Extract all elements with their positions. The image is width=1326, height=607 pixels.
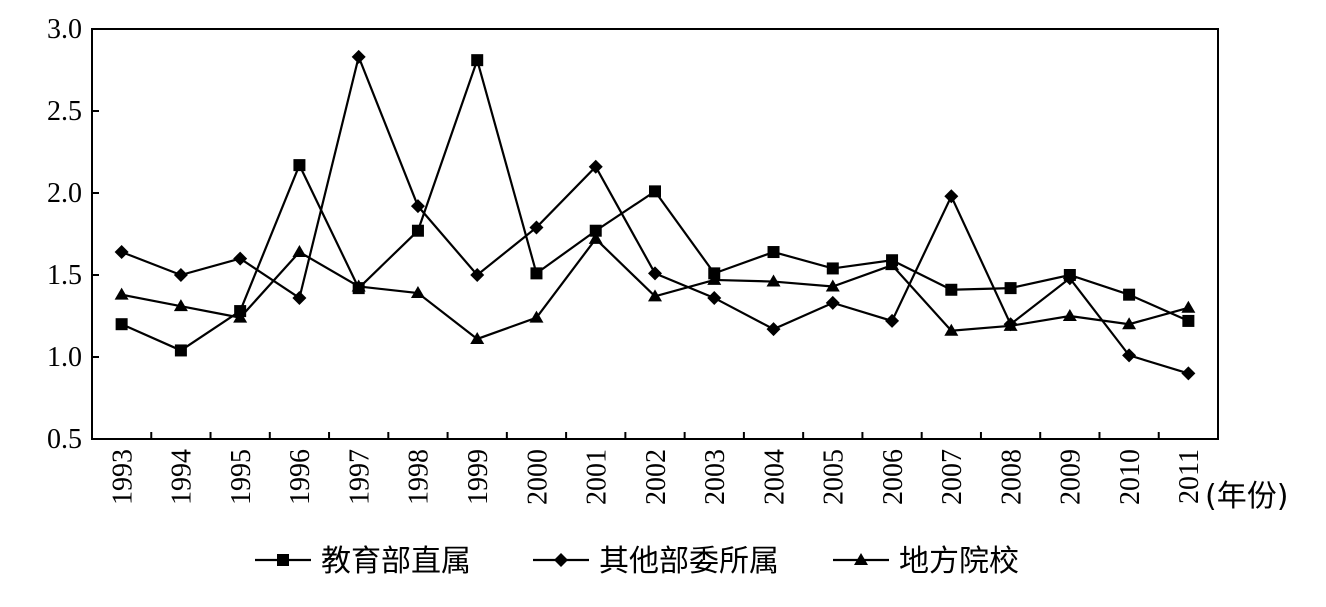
x-tick-label: 1996 [285, 449, 316, 505]
data-point [588, 159, 603, 174]
series-line [121, 53, 1189, 375]
data-point [589, 224, 602, 237]
x-tick-label: 1998 [404, 449, 435, 505]
data-point [588, 231, 603, 244]
series-square [115, 54, 1195, 357]
series-layer [114, 49, 1196, 381]
data-point [233, 310, 248, 323]
data-point [529, 220, 544, 235]
x-tick-label: 1995 [226, 449, 257, 505]
legend-item: 其他部委所属 [533, 544, 779, 579]
x-tick-label: 2005 [819, 449, 850, 505]
data-point [115, 318, 128, 331]
legend-label: 其他部委所属 [599, 544, 779, 579]
data-point [470, 268, 485, 282]
x-tick-label: 1994 [167, 449, 198, 505]
data-point [707, 290, 722, 305]
x-unit-label: (年份) [1205, 479, 1288, 514]
data-point [173, 299, 188, 312]
data-point [529, 310, 544, 323]
data-point [766, 322, 781, 337]
data-point [648, 266, 662, 281]
x-tick-label: 1997 [344, 449, 375, 505]
x-tick-label: 1993 [107, 449, 138, 505]
x-tick-label: 2004 [759, 449, 790, 505]
legend-marker [277, 554, 289, 566]
y-axis: 0.5 1.0 1.5 2.0 2.5 3.0 [47, 14, 99, 455]
data-point [351, 279, 366, 292]
x-tick-label: 1999 [463, 449, 494, 505]
x-tick-label: 2011 [1174, 449, 1205, 504]
data-point [766, 274, 781, 287]
data-point [826, 262, 839, 275]
data-point [885, 258, 900, 271]
data-point [825, 295, 840, 310]
data-point [233, 251, 248, 266]
x-tick-label: 2006 [878, 449, 909, 505]
series-triangle [114, 231, 1196, 344]
data-point [410, 199, 425, 214]
data-point [945, 283, 958, 296]
data-point [1182, 314, 1195, 327]
data-point [1181, 366, 1196, 381]
data-point [292, 245, 307, 258]
data-point [173, 268, 188, 282]
data-point [707, 272, 722, 285]
x-tick-label: 2007 [937, 449, 968, 505]
legend-marker [854, 553, 868, 565]
legend-label: 地方院校 [899, 544, 1019, 579]
data-point [1123, 288, 1136, 301]
legend-item: 教育部直属 [255, 544, 471, 579]
plot-frame [91, 28, 1219, 440]
data-point [1062, 271, 1077, 286]
data-point [114, 287, 129, 300]
y-tick-label: 0.5 [47, 424, 82, 455]
data-point [1004, 282, 1017, 295]
x-tick-label: 2009 [1056, 449, 1087, 505]
data-point [292, 290, 307, 305]
series-line [121, 237, 1189, 341]
y-tick-label: 1.0 [47, 342, 82, 373]
data-point [410, 286, 425, 299]
data-point [1122, 317, 1137, 330]
data-point [648, 289, 662, 302]
data-point [1181, 300, 1196, 313]
data-point [351, 49, 366, 64]
legend: 教育部直属 其他部委所属 地方院校 [255, 544, 1019, 579]
y-tick-label: 2.0 [47, 178, 82, 209]
data-point [471, 54, 484, 67]
data-point [944, 323, 959, 336]
legend-label: 教育部直属 [321, 544, 471, 579]
x-tick-label: 2002 [641, 449, 672, 505]
y-tick-label: 3.0 [47, 14, 82, 45]
x-tick-label: 2000 [522, 449, 553, 505]
x-axis: 1993 1994 1995 1996 1997 1998 1999 2000 2001 2002… [91, 432, 1219, 505]
data-point [411, 224, 424, 237]
series-line [121, 56, 1189, 352]
y-tick-label: 1.5 [47, 260, 82, 291]
data-point [649, 185, 661, 198]
data-point [1003, 318, 1018, 331]
data-point [767, 246, 780, 259]
y-tick-label: 2.5 [47, 96, 82, 127]
data-point [174, 344, 187, 357]
x-tick-label: 2003 [700, 449, 731, 505]
x-tick-label: 2010 [1115, 449, 1146, 505]
data-point [293, 159, 306, 172]
series-diamond [114, 49, 1196, 381]
data-point [114, 245, 129, 260]
legend-item: 地方院校 [833, 544, 1019, 579]
data-point [1062, 309, 1077, 321]
data-point [825, 279, 840, 292]
x-tick-label: 2008 [996, 449, 1027, 505]
data-point [470, 331, 485, 344]
data-point [944, 189, 959, 204]
legend-marker [554, 553, 568, 567]
x-tick-label: 2001 [582, 449, 613, 505]
data-point [1122, 348, 1137, 363]
data-point [530, 267, 543, 280]
data-point [885, 313, 900, 328]
